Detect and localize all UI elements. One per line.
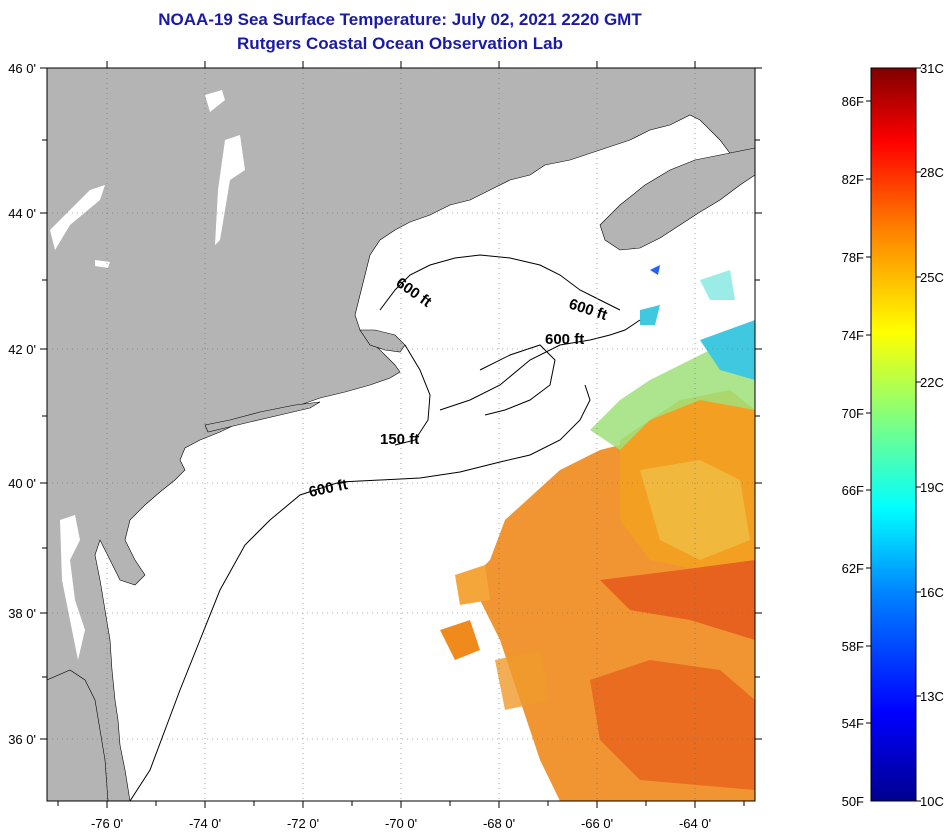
map-title: NOAA-19 Sea Surface Temperature: July 02… [158, 10, 642, 29]
lon-label: -72 0' [287, 816, 319, 831]
c-label: 31C [920, 61, 944, 76]
f-label: 50F [842, 794, 864, 809]
f-label: 78F [842, 250, 864, 265]
f-label: 86F [842, 94, 864, 109]
f-label: 54F [842, 716, 864, 731]
lon-label: -74 0' [189, 816, 221, 831]
colorbar-ticks [866, 67, 921, 802]
inland-water [50, 90, 245, 660]
c-label: 28C [920, 165, 944, 180]
longitude-labels: -76 0' -74 0' -72 0' -70 0' -68 0' -66 0… [91, 816, 711, 831]
contour-label: 150 ft [380, 431, 419, 448]
sst-cool-patches [590, 265, 755, 450]
f-label: 66F [842, 483, 864, 498]
lat-label: 42 0' [8, 342, 36, 357]
lon-label: -70 0' [385, 816, 417, 831]
f-label: 70F [842, 406, 864, 421]
f-label: 58F [842, 639, 864, 654]
lon-label: -64 0' [679, 816, 711, 831]
latitude-labels: 46 0' 44 0' 42 0' 40 0' 38 0' 36 0' [8, 61, 36, 747]
tick-marks [40, 61, 762, 808]
fahrenheit-labels: 86F 82F 78F 74F 70F 66F 62F 58F 54F 50F [842, 94, 864, 809]
lon-label: -66 0' [581, 816, 613, 831]
f-label: 82F [842, 172, 864, 187]
c-label: 16C [920, 585, 944, 600]
map-subtitle: Rutgers Coastal Ocean Observation Lab [237, 34, 563, 53]
color-bar [870, 67, 917, 802]
bathymetry-contours [129, 254, 641, 801]
celsius-labels: 31C 28C 25C 22C 19C 16C 13C 10C [920, 61, 944, 809]
sst-warm-patches [440, 390, 755, 801]
c-label: 25C [920, 270, 944, 285]
lat-label: 40 0' [8, 476, 36, 491]
lon-label: -68 0' [483, 816, 515, 831]
land [47, 68, 755, 801]
c-label: 10C [920, 794, 944, 809]
c-label: 22C [920, 375, 944, 390]
c-label: 13C [920, 689, 944, 704]
lon-label: -76 0' [91, 816, 123, 831]
lat-label: 44 0' [8, 206, 36, 221]
lat-label: 38 0' [8, 606, 36, 621]
lat-label: 36 0' [8, 732, 36, 747]
graticule [47, 68, 755, 801]
f-label: 62F [842, 561, 864, 576]
contour-label: 600 ft [545, 331, 584, 348]
f-label: 74F [842, 328, 864, 343]
lat-label: 46 0' [8, 61, 36, 76]
c-label: 19C [920, 480, 944, 495]
